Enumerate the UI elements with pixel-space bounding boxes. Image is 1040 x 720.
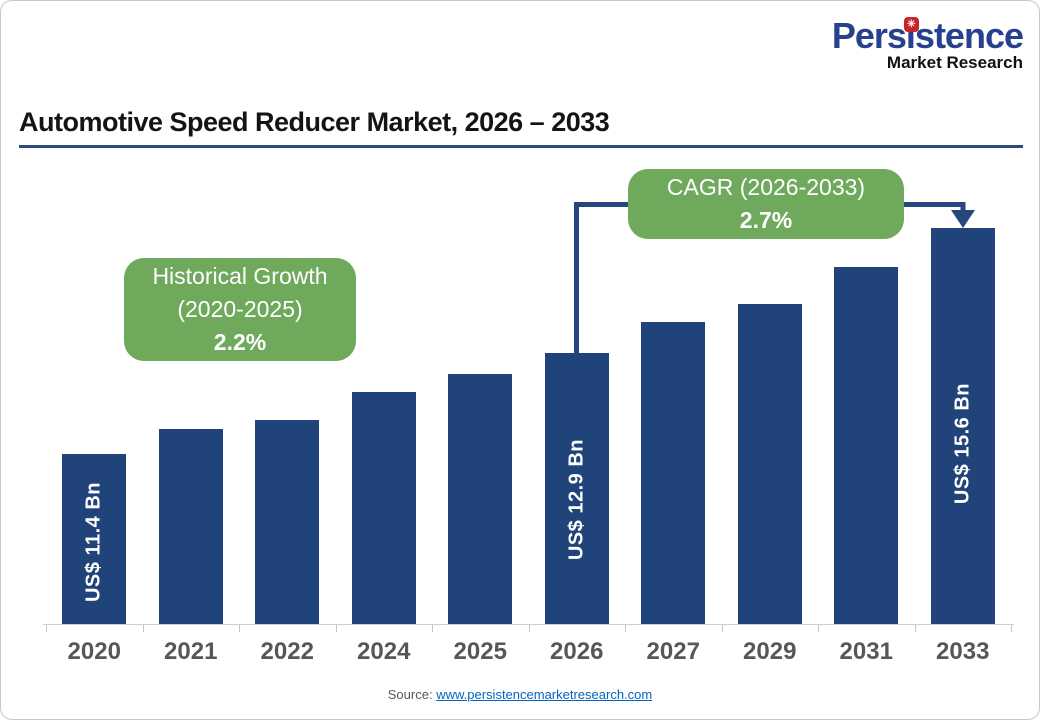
bar-value-label-2020: US$ 11.4 Bn xyxy=(82,481,105,602)
historical-growth-line2: (2020-2025) xyxy=(177,296,303,322)
bar-2020: US$ 11.4 Bn xyxy=(62,454,127,624)
bar-2024 xyxy=(351,392,416,624)
x-axis-tick xyxy=(818,625,819,632)
historical-growth-badge: Historical Growth (2020-2025) 2.2% xyxy=(124,258,356,361)
x-axis-label-2024: 2024 xyxy=(357,638,411,665)
x-axis-tick xyxy=(914,625,916,632)
x-axis-tick xyxy=(335,625,337,632)
x-axis-tick xyxy=(142,625,144,632)
x-axis-label-2031: 2031 xyxy=(839,638,893,665)
x-axis-tick xyxy=(721,625,723,632)
x-axis-label-2021: 2021 xyxy=(164,638,218,665)
historical-growth-value: 2.2% xyxy=(213,329,267,355)
x-axis xyxy=(43,624,1014,625)
x-axis-tick xyxy=(528,625,530,632)
source-prefix: Source: xyxy=(387,687,433,702)
historical-growth-line1: Historical Growth xyxy=(152,263,328,289)
bar-2022 xyxy=(255,420,320,624)
x-axis-label-2033: 2033 xyxy=(936,638,990,665)
logo-tagline: Market Research xyxy=(886,52,1023,72)
bar-2031 xyxy=(834,267,899,624)
x-axis-label-2025: 2025 xyxy=(453,638,507,665)
cagr-line1: CAGR (2026-2033) xyxy=(666,174,866,200)
source-link[interactable]: www.persistencemarketresearch.com xyxy=(436,687,653,702)
title-block: Automotive Speed Reducer Market, 2026 – … xyxy=(19,107,1023,148)
x-axis-tick xyxy=(1011,625,1012,632)
x-axis-tick xyxy=(432,625,433,632)
bar-2026: US$ 12.9 Bn xyxy=(544,353,609,624)
title-underline xyxy=(19,145,1023,148)
x-axis-label-2029: 2029 xyxy=(743,638,797,665)
x-axis-tick xyxy=(625,625,626,632)
bar-2029 xyxy=(737,304,802,624)
x-axis-tick xyxy=(46,625,47,632)
x-axis-label-2020: 2020 xyxy=(67,638,121,665)
page-title: Automotive Speed Reducer Market, 2026 – … xyxy=(19,107,610,137)
source-line: Source: www.persistencemarketresearch.co… xyxy=(1,687,1039,702)
logo-brand-text: Persistence ✳ xyxy=(831,15,1024,56)
bar-value-label-2033: US$ 15.6 Bn xyxy=(951,382,974,504)
bar-2033: US$ 15.6 Bn xyxy=(930,228,995,624)
x-axis-label-2026: 2026 xyxy=(550,638,604,665)
logo: Persistence ✳ Market Research xyxy=(831,15,1024,73)
cagr-badge: CAGR (2026-2033) 2.7% xyxy=(628,169,904,239)
x-axis-label-2022: 2022 xyxy=(260,638,314,665)
logo-brand-word: Persistence xyxy=(831,15,1024,56)
logo-star-icon: ✳ xyxy=(903,17,919,32)
bar-2021 xyxy=(158,429,223,624)
x-axis-label-2027: 2027 xyxy=(646,638,700,665)
bar-value-label-2026: US$ 12.9 Bn xyxy=(565,438,588,560)
bar-2025 xyxy=(448,374,513,624)
cagr-value: 2.7% xyxy=(739,207,793,233)
bar-2027 xyxy=(641,322,706,624)
x-axis-tick xyxy=(239,625,240,632)
